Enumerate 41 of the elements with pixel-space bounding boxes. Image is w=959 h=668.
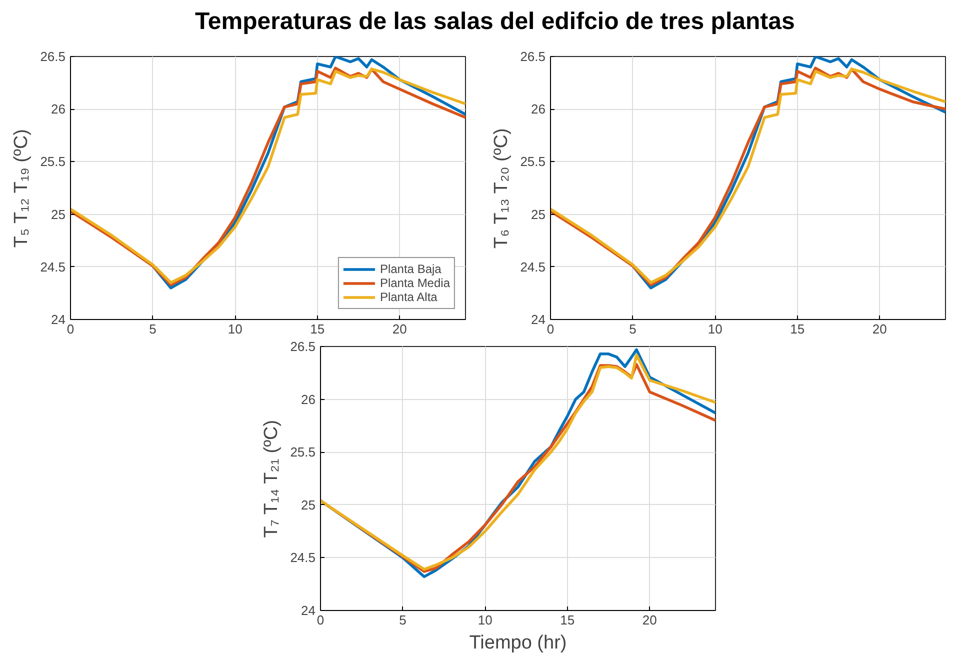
y-tick-label: 26.5 <box>40 49 66 64</box>
y-tick-label: 25.5 <box>40 154 66 170</box>
legend-label: Planta Media <box>380 276 450 290</box>
y-tick-label: 24.5 <box>40 259 66 274</box>
legend-label: Planta Alta <box>380 290 438 304</box>
x-tick-label: 20 <box>872 322 887 336</box>
x-tick-label: 20 <box>392 322 407 336</box>
y-tick-label: 24 <box>51 312 66 327</box>
x-tick-label: 0 <box>66 322 74 336</box>
y-tick-label: 25.5 <box>520 154 546 170</box>
x-tick-label: 10 <box>228 322 242 336</box>
x-tick-label: 15 <box>790 322 805 336</box>
legend-label: Planta Baja <box>380 262 442 276</box>
x-tick-label: 15 <box>560 612 575 628</box>
y-axis-title: T₇ T₁₄ T₂₁ (ºC) <box>261 420 282 538</box>
y-tick-label: 25 <box>301 497 316 512</box>
x-tick-label: 5 <box>399 612 406 628</box>
y-axis-title: T₅ T₁₂ T₁₉ (ºC) <box>11 129 32 248</box>
y-tick-label: 26.5 <box>290 339 316 354</box>
x-tick-label: 10 <box>708 322 722 336</box>
x-tick-label: 15 <box>310 322 325 336</box>
x-tick-label: 10 <box>478 612 492 628</box>
y-tick-label: 26 <box>531 102 546 117</box>
y-axis-title: T₆ T₁₃ T₂₀ (ºC) <box>491 128 512 249</box>
x-tick-label: 0 <box>316 612 324 628</box>
y-tick-label: 24.5 <box>520 259 546 274</box>
x-tick-label: 5 <box>629 322 636 336</box>
y-tick-label: 24 <box>301 603 316 618</box>
y-tick-label: 24.5 <box>290 550 316 566</box>
y-tick-label: 24 <box>531 312 546 327</box>
chart-title: Temperaturas de las salas del edifcio de tres plantas <box>195 7 795 37</box>
x-tick-label: 5 <box>149 322 156 336</box>
x-tick-label: 0 <box>546 322 554 336</box>
x-tick-label: 20 <box>642 612 657 628</box>
x-axis-title: Tiempo (hr) <box>469 632 567 654</box>
y-tick-label: 26.5 <box>520 49 546 64</box>
y-tick-label: 25 <box>51 206 66 222</box>
y-tick-label: 25.5 <box>290 444 316 460</box>
y-tick-label: 25 <box>531 206 546 222</box>
y-tick-label: 26 <box>301 392 316 407</box>
y-tick-label: 26 <box>51 102 66 117</box>
